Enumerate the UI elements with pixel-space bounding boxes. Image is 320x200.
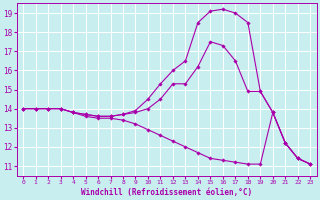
X-axis label: Windchill (Refroidissement éolien,°C): Windchill (Refroidissement éolien,°C) [81,188,252,197]
